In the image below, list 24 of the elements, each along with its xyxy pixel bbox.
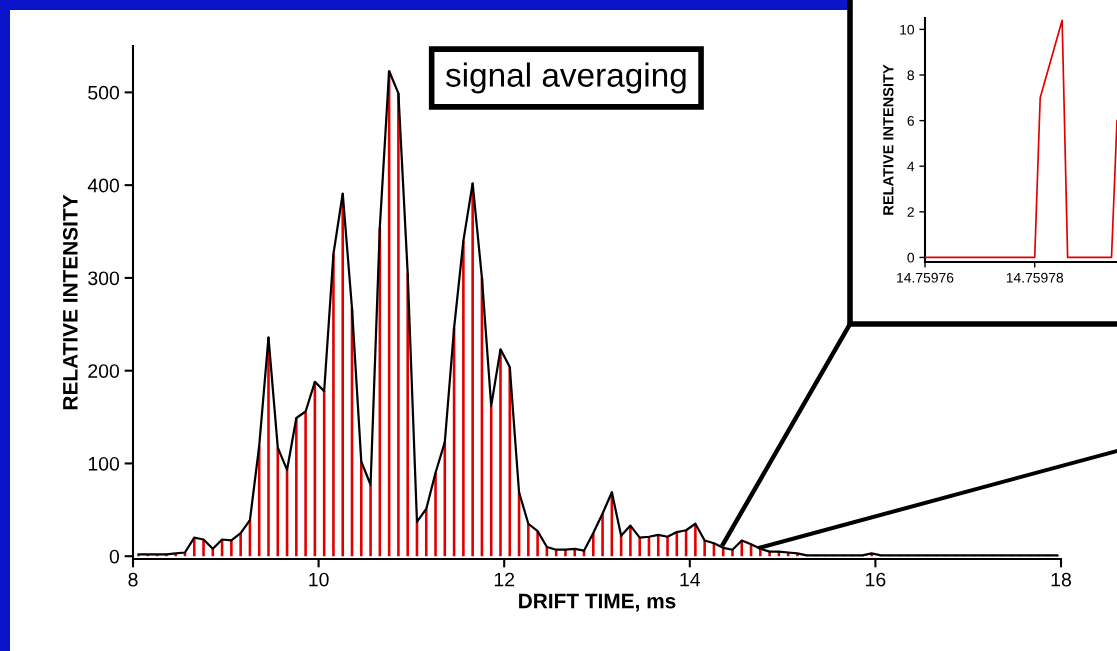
x-axis-title: DRIFT TIME, ms [519,593,676,612]
y-tick-label: 8 [907,70,914,81]
y-axis-title: RELATIVE INTENSITY [883,64,894,215]
x-tick-label: 16 [866,572,886,587]
x-tick-label: 10 [309,572,329,587]
y-tick-label: 300 [88,271,120,286]
y-axis-title: RELATIVE INTENSITY [62,194,78,410]
x-tick-label: 14.75978 [1006,272,1064,283]
y-tick-label: 0 [907,252,915,263]
y-tick-label: 2 [907,207,914,217]
x-tick-label: 12 [494,572,515,587]
y-tick-label: 200 [88,364,120,378]
y-tick-label: 6 [907,115,914,126]
y-tick-label: 10 [900,24,915,35]
y-tick-label: 100 [88,456,120,471]
y-tick-label: 4 [907,161,915,172]
y-tick-label: 0 [109,549,120,564]
x-tick-label: 8 [128,572,138,587]
x-tick-label: 14 [680,572,701,587]
y-tick-label: 500 [88,85,120,100]
x-tick-label: 18 [1051,572,1071,587]
x-tick-label: 14.75976 [897,272,954,283]
annotation: signal averaging [445,62,686,94]
y-tick-label: 400 [87,178,120,193]
